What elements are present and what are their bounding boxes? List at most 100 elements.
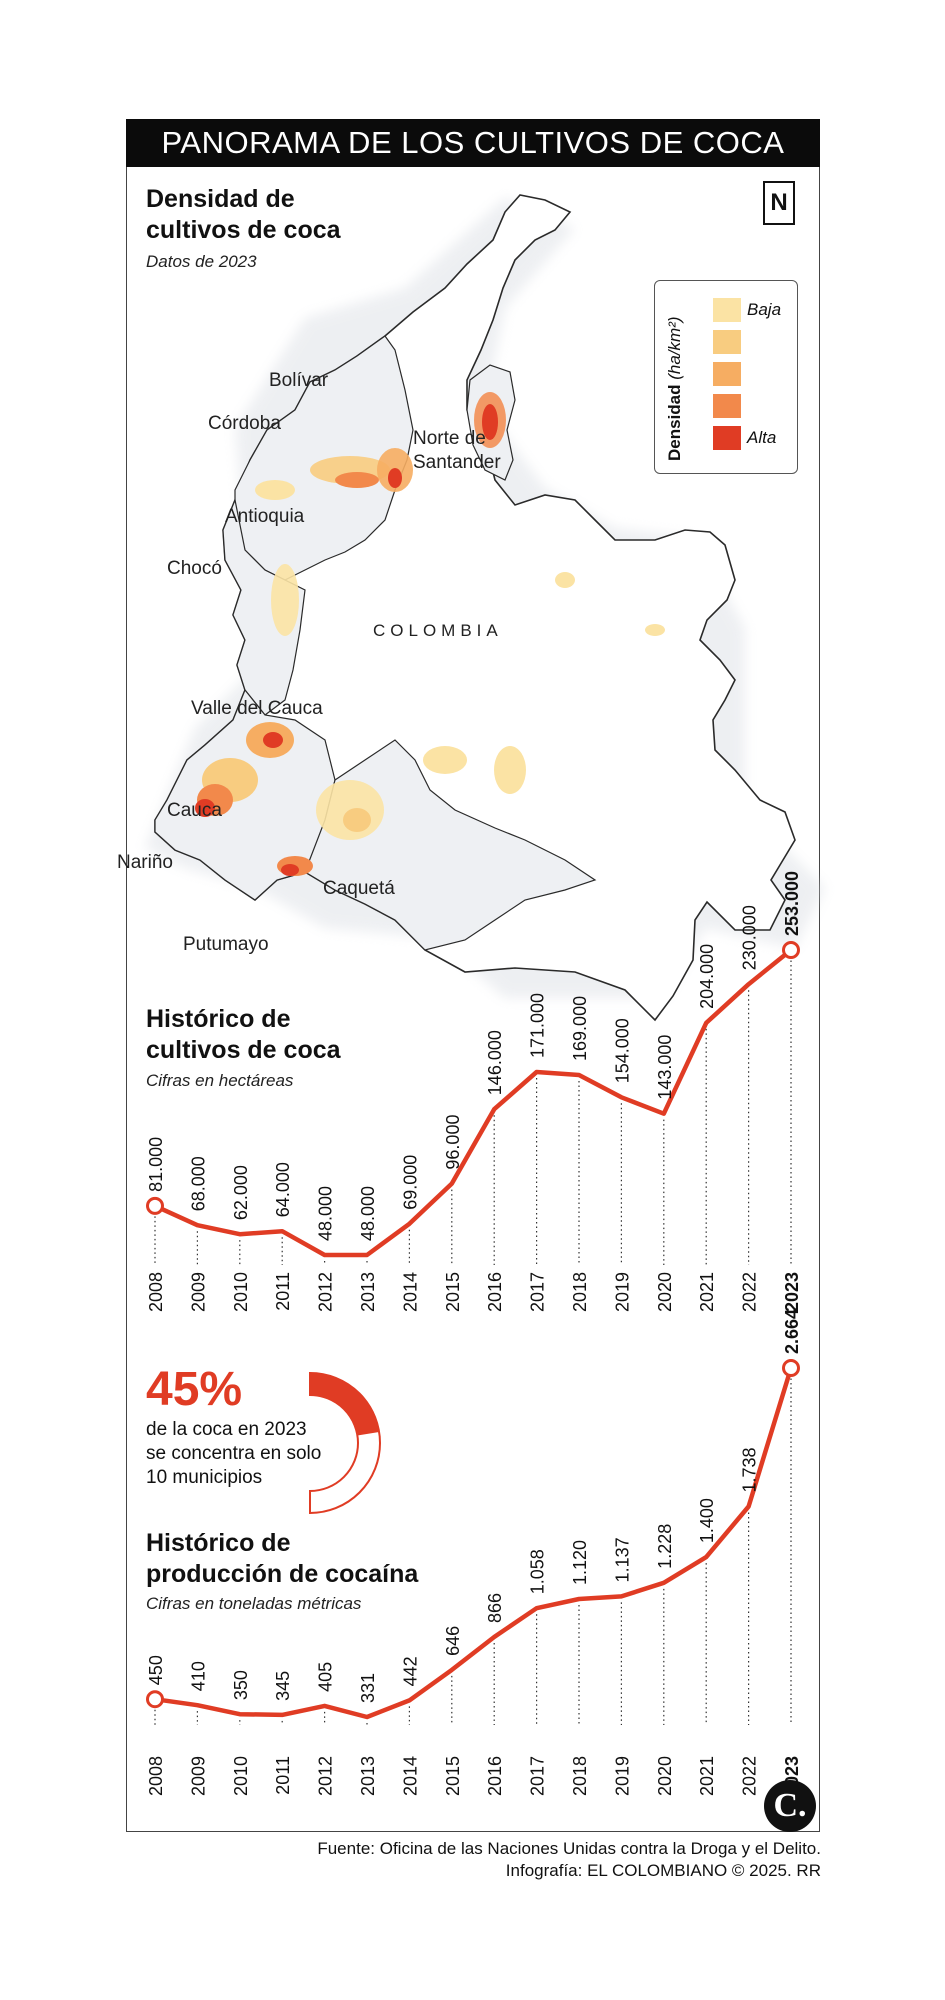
- label-caqueta: Caquetá: [323, 878, 395, 899]
- label-bolivar: Bolívar: [269, 370, 329, 391]
- stat-line3: 10 municipios: [146, 1467, 263, 1488]
- chart2-data-label-2019: 1.137: [612, 1537, 632, 1582]
- share-ring: [309, 1371, 381, 1515]
- label-narino: Nariño: [117, 852, 173, 873]
- stat-percent: 45%: [146, 1363, 243, 1416]
- chart1-x-tick-2008: 2008: [146, 1272, 166, 1312]
- legend-swatch-3: [713, 362, 741, 386]
- chart2-x-tick-2015: 2015: [443, 1756, 463, 1796]
- chart1-data-label-2021: 204.000: [697, 944, 717, 1009]
- chart2-x-tick-2017: 2017: [528, 1756, 548, 1796]
- chart2-data-label-2015: 646: [443, 1626, 463, 1656]
- credits-source: Fuente: Oficina de las Naciones Unidas c…: [317, 1839, 821, 1858]
- credits-byline: Infografía: EL COLOMBIANO © 2025. RR: [505, 1861, 821, 1880]
- infographic-title: PANORAMA DE LOS CULTIVOS DE COCA: [126, 119, 820, 167]
- chart1-x-tick-2019: 2019: [612, 1272, 632, 1312]
- chart1-point-2008: [146, 1196, 164, 1215]
- chart1-x-tick-2009: 2009: [188, 1272, 208, 1312]
- label-putumayo: Putumayo: [183, 934, 269, 955]
- north-arrow-icon: N: [763, 181, 795, 225]
- chart2-x-tick-2009: 2009: [188, 1756, 208, 1796]
- colombia-map: Bolívar Córdoba Antioquia Norte de Santa…: [117, 194, 825, 1022]
- label-cordoba: Córdoba: [208, 413, 281, 434]
- label-santander: Santander: [413, 452, 501, 473]
- legend-high-label: Alta: [747, 428, 777, 447]
- chart2-x-tick-2022: 2022: [740, 1756, 760, 1796]
- chart1-x-tick-2010: 2010: [231, 1272, 251, 1312]
- chart2-data-label-2013: 331: [358, 1673, 378, 1703]
- chart1-data-label-2013: 48.000: [358, 1186, 378, 1241]
- chart2-x-tick-2018: 2018: [570, 1756, 590, 1796]
- chart1-title-line2: cultivos de coca: [146, 1036, 341, 1064]
- chart1-title-line1: Histórico de: [146, 1005, 291, 1033]
- chart2-data-label-2014: 442: [400, 1656, 420, 1686]
- north-letter: N: [770, 189, 788, 216]
- label-colombia: COLOMBIA: [373, 621, 503, 640]
- chart1-x-tick-2020: 2020: [655, 1272, 675, 1312]
- map-title-line2: cultivos de coca: [146, 216, 341, 244]
- chart2-data-label-2017: 1.058: [528, 1549, 548, 1594]
- chart2-x-tick-2019: 2019: [612, 1756, 632, 1796]
- chart2-data-label-2022: 1.738: [740, 1447, 760, 1492]
- chart1-data-label-2009: 68.000: [188, 1156, 208, 1211]
- chart2-point-2008: [146, 1690, 164, 1709]
- chart1-data-label-2022: 230.000: [740, 905, 760, 970]
- chart1-x-tick-2013: 2013: [358, 1272, 378, 1312]
- chart1-data-label-2014: 69.000: [400, 1155, 420, 1210]
- label-antioquia: Antioquia: [225, 506, 305, 527]
- chart2-title-line1: Histórico de: [146, 1529, 291, 1557]
- chart1-x-tick-2018: 2018: [570, 1272, 590, 1312]
- chart2-series-line: [152, 1365, 794, 1720]
- stat-text: de la coca en 2023 se concentra en solo …: [146, 1418, 376, 1490]
- chart2-data-label-2023: 2.664: [782, 1309, 802, 1354]
- share-ring-fill: [310, 1373, 380, 1436]
- stat-line1: de la coca en 2023: [146, 1419, 307, 1440]
- density-legend: Densidad (ha/km²) Baja Alta: [654, 280, 798, 474]
- chart1-data-label-2011: 64.000: [273, 1162, 293, 1217]
- chart1-x-tick-2017: 2017: [528, 1272, 548, 1312]
- chart1-series-line: [152, 947, 794, 1258]
- chart2-title: Histórico de producción de cocaína: [146, 1528, 418, 1590]
- chart1-title: Histórico de cultivos de coca: [146, 1004, 341, 1066]
- chart1-data-label-2010: 62.000: [231, 1165, 251, 1220]
- chart2-data-label-2020: 1.228: [655, 1524, 675, 1569]
- el-colombiano-logo: C.: [764, 1780, 816, 1832]
- chart2-data-label-2010: 350: [231, 1670, 251, 1700]
- credits: Fuente: Oficina de las Naciones Unidas c…: [317, 1838, 821, 1882]
- chart2-x-tick-2008: 2008: [146, 1756, 166, 1796]
- chart1-data-label-2012: 48.000: [316, 1186, 336, 1241]
- chart2-x-tick-2012: 2012: [316, 1756, 336, 1796]
- legend-swatch-5: [713, 426, 741, 450]
- chart1-point-2023: [782, 941, 800, 959]
- chart1-data-label-2023: 253.000: [782, 871, 802, 936]
- chart2-x-tick-2011: 2011: [273, 1756, 293, 1795]
- legend-low-label: Baja: [747, 300, 782, 319]
- chart1-x-tick-2011: 2011: [273, 1272, 293, 1311]
- chart1-x-tick-2014: 2014: [400, 1272, 420, 1312]
- stat-line2: se concentra en solo: [146, 1443, 322, 1464]
- chart1-x-tick-2023: 2023: [782, 1272, 802, 1312]
- chart1-x-tick-2012: 2012: [316, 1272, 336, 1312]
- label-norte: Norte de: [413, 428, 486, 449]
- map-title: Densidad de cultivos de coca: [146, 184, 341, 246]
- chart2-data-label-2009: 410: [188, 1661, 208, 1691]
- chart1-data-label-2018: 169.000: [570, 996, 590, 1061]
- chart1-data-label-2017: 171.000: [528, 993, 548, 1058]
- chart2-subtitle: Cifras en toneladas métricas: [146, 1594, 362, 1613]
- chart2-data-label-2008: 450: [146, 1655, 166, 1685]
- chart1-x-tick-2015: 2015: [443, 1272, 463, 1312]
- chart2-x-tick-2013: 2013: [358, 1756, 378, 1796]
- chart2-data-label-2016: 866: [485, 1593, 505, 1623]
- chart2-x-tick-2010: 2010: [231, 1756, 251, 1796]
- chart1-x-tick-2016: 2016: [485, 1272, 505, 1312]
- chart2-data-label-2021: 1.400: [697, 1498, 717, 1543]
- chart2-data-label-2012: 405: [316, 1662, 336, 1692]
- chart1-data-label-2008: 81.000: [146, 1137, 166, 1192]
- label-choco: Chocó: [167, 558, 222, 579]
- chart1-data-label-2020: 143.000: [655, 1035, 675, 1100]
- chart2-x-tick-2021: 2021: [697, 1756, 717, 1796]
- chart1-data-label-2016: 146.000: [485, 1030, 505, 1095]
- chart1-subtitle: Cifras en hectáreas: [146, 1071, 294, 1090]
